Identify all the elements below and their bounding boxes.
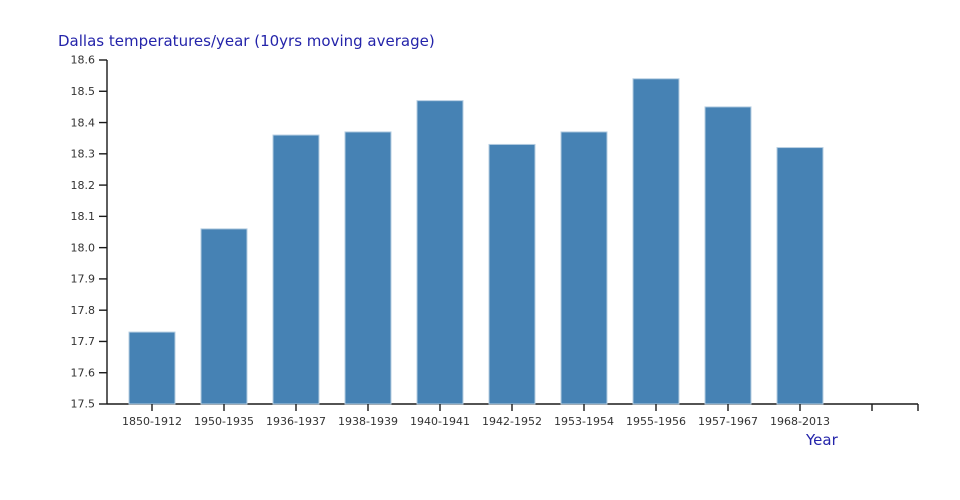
y-tick-label: 18.0 xyxy=(71,241,96,254)
y-tick-label: 17.6 xyxy=(71,366,96,379)
x-tick-label: 1950-1935 xyxy=(194,415,254,428)
bar-1968-2013 xyxy=(776,147,824,405)
x-tick-label: 1940-1941 xyxy=(410,415,470,428)
x-axis-label: Year xyxy=(806,431,838,449)
bar-1940-1941 xyxy=(416,100,464,405)
bar-1938-1939 xyxy=(344,131,392,405)
y-tick-label: 18.5 xyxy=(71,85,96,98)
x-tick-label: 1968-2013 xyxy=(770,415,830,428)
y-tick-label: 18.6 xyxy=(71,54,96,67)
y-tick-label: 17.9 xyxy=(71,273,96,286)
x-tick-label: 1936-1937 xyxy=(266,415,326,428)
bar-1955-1956 xyxy=(632,78,680,405)
bar-1936-1937 xyxy=(272,134,320,405)
y-tick-label: 18.2 xyxy=(71,179,96,192)
y-tick-label: 18.1 xyxy=(71,210,96,223)
chart-title: Dallas temperatures/year (10yrs moving a… xyxy=(58,32,435,50)
x-tick-label: 1957-1967 xyxy=(698,415,758,428)
y-tick-label: 18.3 xyxy=(71,148,96,161)
bar-1957-1967 xyxy=(704,106,752,405)
y-tick-label: 17.8 xyxy=(71,304,96,317)
y-tick-label: 18.4 xyxy=(71,116,96,129)
bar-1850-1912 xyxy=(128,331,176,405)
bar-1942-1952 xyxy=(488,143,536,405)
bar-1950-1935 xyxy=(200,228,248,405)
bar-1953-1954 xyxy=(560,131,608,405)
x-tick-label: 1938-1939 xyxy=(338,415,398,428)
x-tick-label: 1942-1952 xyxy=(482,415,542,428)
y-tick-label: 17.7 xyxy=(71,335,96,348)
x-tick-label: 1850-1912 xyxy=(122,415,182,428)
y-tick-label: 17.5 xyxy=(71,398,96,411)
x-tick-label: 1955-1956 xyxy=(626,415,686,428)
x-tick-label: 1953-1954 xyxy=(554,415,614,428)
